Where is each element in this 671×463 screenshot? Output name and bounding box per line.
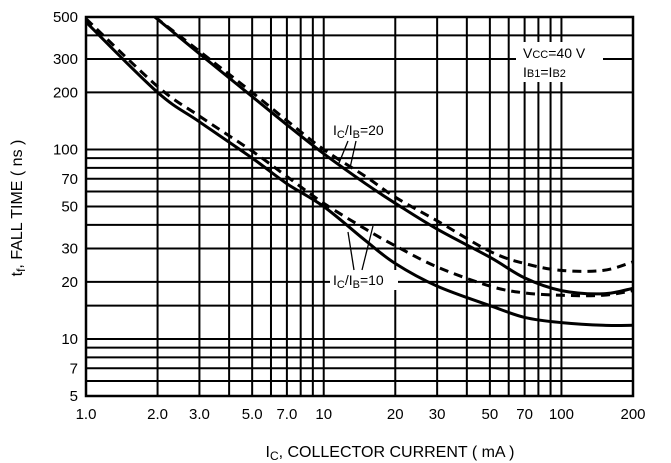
x-tick-label: 70 [516,406,533,423]
condition-ib: IB1=IB2 [523,64,566,80]
label-ratio20-bg [331,120,393,140]
x-tick-label: 200 [620,406,645,423]
y-tick-label: 50 [61,199,78,216]
x-tick-labels: 1.0 2.0 3.0 5.0 7.0 10 20 30 50 70 100 200 [76,406,646,423]
y-tick-label: 20 [61,274,78,291]
series-solid-line [153,15,634,296]
y-axis-title: tf, FALL TIME ( ns ) [9,140,28,277]
y-tick-label: 200 [53,84,78,101]
x-tick-label: 7.0 [276,406,297,423]
grid-lines [84,15,635,398]
plot-frame [84,15,635,398]
x-tick-label: 3.0 [189,406,210,423]
label-ratio20: IC/IB=20 [333,122,384,141]
label-ratio10: IC/IB=10 [333,272,384,291]
leader-ratio10-a [347,231,355,271]
y-tick-label: 300 [53,51,78,68]
label-ratio10-bg [330,270,398,290]
y-tick-label: 500 [53,9,78,26]
series-lines [84,15,634,328]
x-tick-label: 20 [387,406,404,423]
leader-ratio20-a [338,140,349,164]
x-tick-label: 5.0 [242,406,263,423]
leader-ratio20-b [349,140,357,169]
x-tick-label: 10 [315,406,332,423]
series-dashed-line [153,15,634,273]
y-tick-labels: 5 7 10 20 30 50 70 100 200 300 500 [53,9,78,405]
y-tick-label: 5 [70,388,78,405]
y-tick-label: 30 [61,241,78,258]
condition-box [516,42,603,82]
x-axis-title: IC, COLLECTOR CURRENT ( mA ) [265,444,514,463]
x-tick-label: 2.0 [147,406,168,423]
leader-ratio10-b [361,225,374,271]
series-solid-line [84,21,634,328]
x-tick-label: 100 [549,406,574,423]
x-tick-label: 1.0 [76,406,97,423]
y-tick-label: 10 [61,331,78,348]
x-tick-label: 50 [482,406,499,423]
y-tick-label: 70 [61,171,78,188]
y-tick-label: 100 [53,141,78,158]
condition-vcc: VCC=40 V [523,45,586,61]
x-tick-label: 30 [429,406,446,423]
series-dashed-line [84,17,634,298]
y-tick-label: 7 [70,360,78,377]
